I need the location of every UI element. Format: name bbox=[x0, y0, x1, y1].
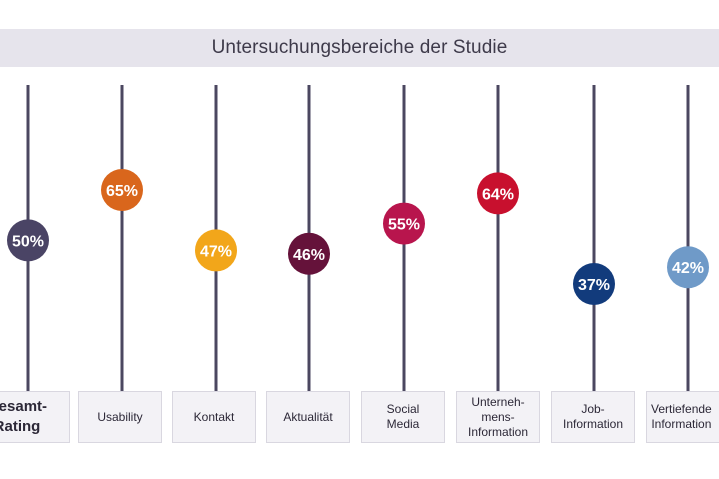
value-label: 37% bbox=[578, 277, 610, 294]
category-label: Social Media bbox=[386, 402, 420, 431]
category-label-box: Social Media bbox=[361, 391, 445, 443]
category-label-box: Vertiefende Information bbox=[646, 391, 719, 443]
category-label: Unterneh- mens- Information bbox=[467, 394, 529, 439]
category-label: Usability bbox=[97, 409, 143, 424]
value-marker bbox=[477, 172, 519, 215]
category-label-box: Usability bbox=[78, 391, 162, 443]
chart-title-bar: Untersuchungsbereiche der Studie bbox=[0, 29, 719, 67]
value-label: 64% bbox=[482, 186, 514, 203]
value-label: 47% bbox=[200, 243, 232, 260]
value-marker bbox=[7, 219, 49, 262]
value-label: 55% bbox=[388, 217, 420, 234]
chart-title: Untersuchungsbereiche der Studie bbox=[211, 37, 508, 58]
category-label: Aktualität bbox=[283, 409, 333, 424]
value-marker bbox=[195, 229, 237, 272]
category-label-box: Kontakt bbox=[172, 391, 256, 443]
category-label: Gesamt- Rating bbox=[0, 398, 48, 435]
value-marker bbox=[383, 202, 425, 245]
value-label: 46% bbox=[293, 247, 325, 264]
value-marker bbox=[288, 232, 330, 275]
value-label: 65% bbox=[106, 183, 138, 200]
category-label: Kontakt bbox=[193, 409, 235, 424]
value-marker bbox=[101, 169, 143, 211]
category-label-box: Job- Information bbox=[551, 391, 635, 443]
value-marker bbox=[667, 246, 709, 289]
category-label: Job- Information bbox=[562, 402, 624, 431]
category-label-box: Aktualität bbox=[266, 391, 350, 443]
value-label: 42% bbox=[672, 260, 704, 277]
value-label: 50% bbox=[12, 233, 44, 250]
value-marker bbox=[573, 263, 615, 305]
category-label-box: Unterneh- mens- Information bbox=[456, 391, 540, 443]
category-label: Vertiefende Information bbox=[651, 402, 712, 431]
category-label-box: Gesamt- Rating bbox=[0, 391, 70, 443]
